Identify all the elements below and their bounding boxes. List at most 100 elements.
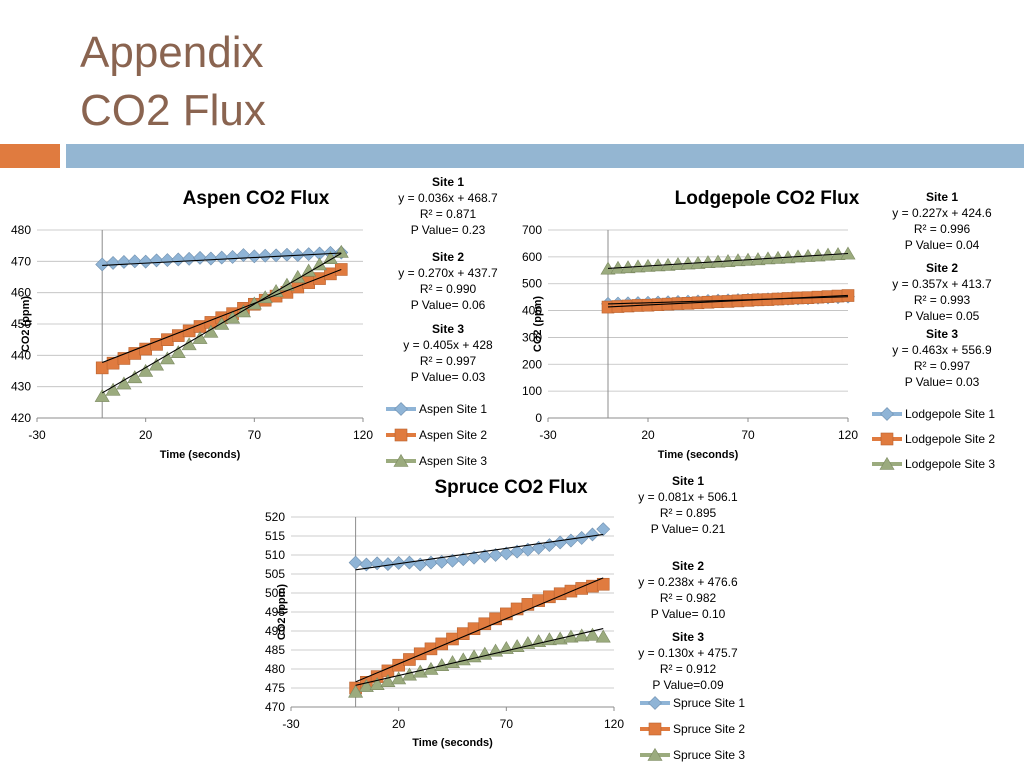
x-tick-label: 20 <box>392 717 406 731</box>
data-point <box>434 554 449 569</box>
legend-label: Aspen Site 2 <box>419 428 487 442</box>
legend-marker <box>879 456 895 470</box>
data-point <box>247 249 262 264</box>
y-tick-label: 500 <box>265 586 285 600</box>
data-point <box>214 250 229 265</box>
p-value-text: P Value= 0.06 <box>411 298 486 312</box>
data-point <box>95 361 109 375</box>
data-point <box>170 345 186 359</box>
y-tick-label: 470 <box>11 254 31 268</box>
data-point <box>467 550 481 565</box>
equation-text: y = 0.238x + 476.6 <box>638 575 738 589</box>
series-1 <box>95 245 349 272</box>
y-tick-label: 515 <box>265 529 285 543</box>
legend-entry: Lodgepole Site 2 <box>872 432 995 446</box>
data-point <box>127 254 142 269</box>
data-point <box>171 252 186 267</box>
slide-title-line1: Appendix <box>80 28 264 77</box>
data-point <box>258 248 273 263</box>
data-point <box>203 251 218 266</box>
data-point <box>280 247 294 262</box>
legend-label: Lodgepole Site 3 <box>905 457 995 471</box>
y-tick-label: 200 <box>522 357 542 371</box>
equation-site-label: Site 1 <box>432 175 464 189</box>
r-squared-text: R² = 0.997 <box>914 359 971 373</box>
data-point <box>488 548 503 562</box>
trendline <box>355 627 604 686</box>
legend-entry: Aspen Site 2 <box>386 428 487 442</box>
y-tick-label: 510 <box>265 548 285 562</box>
data-point <box>510 602 524 616</box>
y-tick-label: 700 <box>522 223 542 237</box>
legend-marker <box>394 428 408 442</box>
data-point <box>521 598 535 611</box>
r-squared-text: R² = 0.993 <box>914 293 971 307</box>
data-point <box>193 250 207 265</box>
equation-block: Site 3 y = 0.130x + 475.7 R² = 0.912 P Valu… <box>638 630 738 692</box>
equation-text: y = 0.036x + 468.7 <box>398 191 498 205</box>
data-point <box>380 557 395 572</box>
legend-entry: Aspen Site 1 <box>386 402 487 416</box>
y-tick-label: 470 <box>265 700 285 714</box>
p-value-text: P Value= 0.10 <box>651 607 726 621</box>
data-point <box>498 641 514 654</box>
y-tick-label: 300 <box>522 330 542 344</box>
series-1 <box>348 522 611 572</box>
x-axis-label: Time (seconds) <box>160 449 241 461</box>
equation-block: Site 1 y = 0.036x + 468.7 R² = 0.871 P Valu… <box>398 175 498 237</box>
equation-block: Site 2 y = 0.238x + 476.6 R² = 0.982 P Valu… <box>638 559 738 621</box>
data-point <box>542 538 557 553</box>
legend-marker <box>394 402 408 416</box>
trendline <box>607 296 849 305</box>
data-point <box>106 255 120 270</box>
x-tick-label: -30 <box>539 428 557 442</box>
legend-entry: Spruce Site 1 <box>640 696 745 710</box>
equation-site-label: Site 2 <box>926 261 958 275</box>
data-point <box>488 643 504 657</box>
data-point <box>106 356 120 370</box>
p-value-text: P Value=0.09 <box>652 678 724 692</box>
data-point <box>553 535 568 550</box>
r-squared-text: R² = 0.895 <box>660 506 717 520</box>
y-tick-label: 495 <box>265 605 285 619</box>
data-point <box>301 247 316 262</box>
equation-block: Site 1 y = 0.227x + 424.6 R² = 0.996 P Valu… <box>892 190 992 252</box>
equation-text: y = 0.081x + 506.1 <box>638 490 738 504</box>
equation-text: y = 0.405x + 428 <box>403 338 493 352</box>
data-point <box>456 552 471 567</box>
p-value-text: P Value= 0.21 <box>651 522 726 536</box>
legend-entry: Spruce Site 2 <box>640 722 745 736</box>
series-3 <box>348 627 611 698</box>
data-point <box>467 622 481 636</box>
data-point <box>236 248 251 262</box>
trendline <box>607 252 849 269</box>
data-point <box>313 272 326 285</box>
legend-entry: Lodgepole Site 3 <box>872 456 995 471</box>
legend-entry: Aspen Site 3 <box>386 453 487 468</box>
data-point <box>95 257 110 272</box>
legend-label: Spruce Site 3 <box>673 748 745 762</box>
equation-block: Site 3 y = 0.463x + 556.9 R² = 0.997 P Valu… <box>892 327 992 389</box>
legend-marker <box>647 747 663 761</box>
data-point <box>380 674 396 687</box>
y-tick-label: 505 <box>265 567 285 581</box>
data-point <box>596 522 611 537</box>
slide-title: Appendix CO2 Flux <box>80 24 266 140</box>
y-tick-label: 450 <box>11 317 31 331</box>
r-squared-text: R² = 0.990 <box>420 282 477 296</box>
legend-label: Spruce Site 2 <box>673 722 745 736</box>
r-squared-text: R² = 0.982 <box>660 591 717 605</box>
data-point <box>840 246 856 260</box>
p-value-text: P Value= 0.03 <box>411 370 486 384</box>
data-point <box>128 347 142 360</box>
data-point <box>456 627 470 640</box>
legend-entry: Spruce Site 3 <box>640 747 745 762</box>
legend-marker <box>648 722 662 736</box>
legend-label: Aspen Site 1 <box>419 402 487 416</box>
equation-block: Site 2 y = 0.357x + 413.7 R² = 0.993 P Valu… <box>892 261 992 323</box>
x-tick-label: -30 <box>282 717 300 731</box>
slide-title-line2: CO2 Flux <box>80 86 266 135</box>
equation-site-label: Site 3 <box>926 327 958 341</box>
equation-site-label: Site 2 <box>672 559 704 573</box>
legend-marker <box>880 432 894 446</box>
